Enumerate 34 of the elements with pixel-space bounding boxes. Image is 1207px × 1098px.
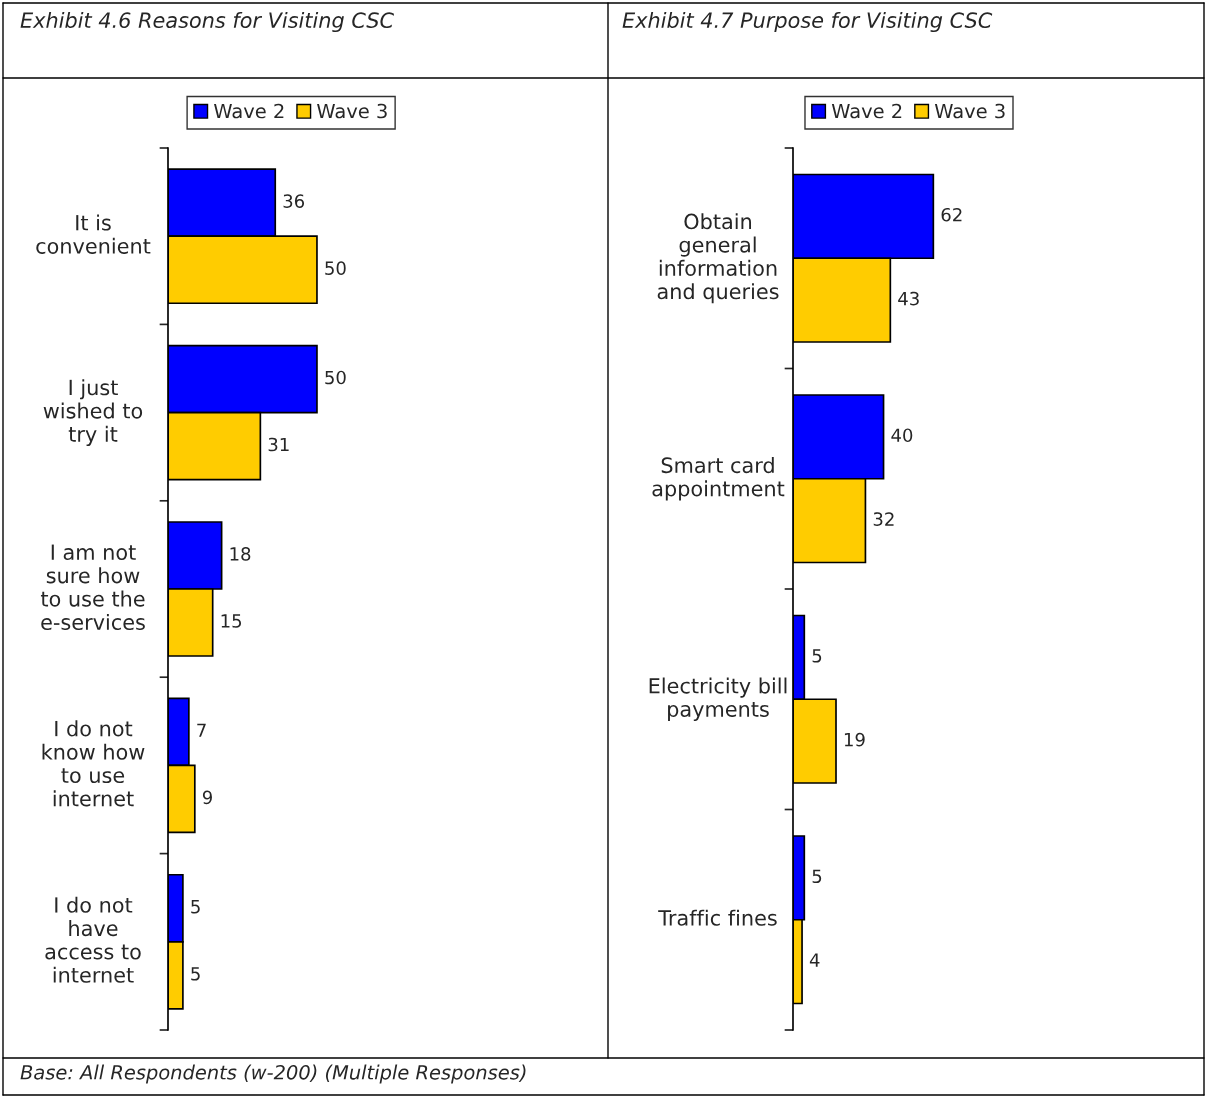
data-label: 32 (873, 512, 894, 526)
legend-label: Wave 3 (934, 103, 1005, 119)
data-label: 5 (191, 967, 200, 981)
data-label: 15 (221, 614, 242, 628)
y-tick-label: Electricity bill payments (649, 677, 787, 721)
data-label: 5 (812, 869, 822, 884)
legend-label: Wave 2 (831, 103, 902, 119)
data-label: 50 (325, 261, 346, 275)
y-tick-label: I just wished to try it (43, 379, 143, 447)
y-tick-label: Smart card appointment (652, 457, 785, 501)
data-label: 62 (941, 207, 962, 222)
y-tick-label: I do not have access to internet (45, 896, 141, 983)
y-tick-label: Obtain general information and queries (657, 213, 779, 304)
data-label: 7 (197, 723, 206, 737)
text: Base: All Respondents (w-200) (Multiple Responses) (20, 1064, 526, 1084)
data-label: 9 (202, 790, 212, 805)
data-label: 5 (812, 649, 822, 663)
data-label: 18 (230, 547, 251, 561)
data-label: 43 (898, 291, 919, 306)
y-tick-label: Traffic fines (658, 909, 777, 926)
data-label: 19 (844, 732, 865, 747)
data-label: 40 (891, 428, 913, 443)
data-label: 50 (325, 370, 346, 385)
data-label: 4 (809, 953, 820, 967)
y-tick-label: I do not know how to use internet (42, 720, 145, 807)
legend-label: Wave 2 (214, 103, 284, 119)
legend-label: Wave 3 (317, 103, 387, 119)
y-tick-label: I am not sure how to use the e-services (40, 544, 145, 631)
data-label: 31 (268, 437, 289, 452)
data-label: 5 (191, 900, 200, 914)
y-tick-label: It is convenient (36, 214, 151, 254)
chart-title: Exhibit 4.7 Purpose for Visiting CSC (622, 11, 993, 33)
data-label: 36 (283, 194, 305, 208)
chart-title: Exhibit 4.6 Reasons for Visiting CSC (20, 11, 394, 33)
